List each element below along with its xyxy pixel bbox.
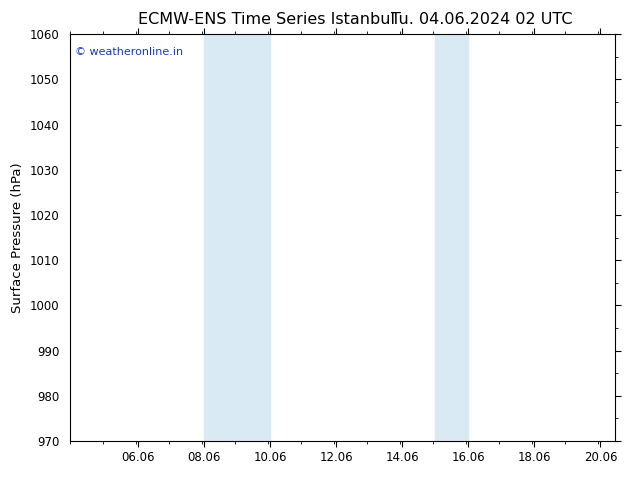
Y-axis label: Surface Pressure (hPa): Surface Pressure (hPa) [11, 162, 24, 313]
Text: © weatheronline.in: © weatheronline.in [75, 47, 183, 56]
Text: Tu. 04.06.2024 02 UTC: Tu. 04.06.2024 02 UTC [391, 12, 573, 27]
Text: ECMW-ENS Time Series Istanbul: ECMW-ENS Time Series Istanbul [138, 12, 395, 27]
Bar [204, 34, 270, 441]
Bar [435, 34, 469, 441]
